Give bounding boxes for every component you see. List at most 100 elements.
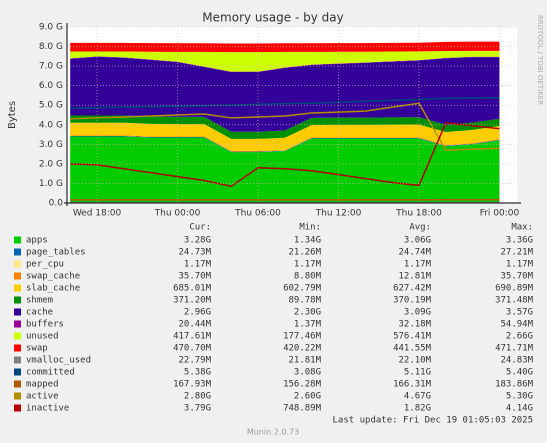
legend-stat: 371.48M (495, 296, 534, 306)
legend-entry: unused (26, 332, 59, 342)
area (70, 41, 500, 53)
legend-swatch (14, 236, 21, 244)
legend-swatch (14, 392, 21, 400)
legend-stat: 1.17M (506, 260, 534, 270)
area (70, 50, 500, 72)
legend-stat: 685.01M (173, 284, 212, 294)
legend-stat: 417.61M (173, 332, 212, 342)
legend-stat: 20.44M (178, 320, 211, 330)
legend-stat: 5.30G (506, 392, 533, 402)
legend-stat: 4.67G (404, 392, 431, 402)
legend-stat: 35.70M (500, 272, 533, 282)
legend-stat: 470.70M (173, 344, 212, 354)
legend-stat: 2.30G (294, 308, 321, 318)
legend-stat: 2.60G (294, 392, 321, 402)
watermark: RRDTOOL / TOBI OETIKER (536, 15, 544, 105)
legend-stat: 2.80G (184, 392, 211, 402)
x-tick-label: Thu 12:00 (315, 209, 362, 219)
legend-swatch (14, 332, 21, 340)
legend-stat: 22.79M (178, 356, 211, 366)
legend-header: Cur: (189, 223, 211, 233)
legend-swatch (14, 272, 21, 280)
legend-stat: 1.34G (294, 236, 321, 246)
legend-stat: 3.09G (404, 308, 431, 318)
legend-stat: 1.17M (184, 260, 212, 270)
legend-entry: swap (26, 344, 48, 354)
legend-swatch (14, 368, 21, 376)
legend-entry: committed (26, 368, 75, 378)
chart-title: Memory usage - by day (202, 11, 343, 25)
legend-entry: buffers (26, 320, 64, 330)
legend-entry: shmem (26, 296, 53, 306)
x-tick-label: Thu 18:00 (395, 209, 442, 219)
legend-stat: 2.96G (184, 308, 211, 318)
legend-entry: inactive (26, 404, 69, 414)
legend-stat: 576.41M (393, 332, 432, 342)
legend-stat: 3.57G (506, 308, 533, 318)
y-tick-label: 2.0 G (39, 159, 63, 169)
y-tick-label: 1.0 G (39, 179, 63, 189)
legend-entry: per_cpu (26, 260, 64, 270)
legend-stat: 12.81M (398, 272, 431, 282)
legend-stat: 3.08G (294, 368, 321, 378)
line (70, 102, 500, 151)
legend-swatch (14, 248, 21, 256)
legend-swatch (14, 344, 21, 352)
legend-stat: 1.37M (294, 320, 322, 330)
legend-stat: 24.74M (398, 248, 431, 258)
legend-stat: 24.83M (500, 356, 533, 366)
line (70, 97, 500, 109)
legend-stat: 89.78M (288, 296, 321, 306)
legend-stat: 166.31M (393, 380, 432, 390)
legend-stat: 370.19M (393, 296, 432, 306)
legend-entry: swap_cache (26, 272, 80, 282)
legend-stat: 156.28M (283, 380, 322, 390)
legend-swatch (14, 380, 21, 388)
legend-stat: 5.40G (506, 368, 533, 378)
legend-stat: 471.71M (495, 344, 534, 354)
legend-stat: 748.89M (283, 404, 322, 414)
legend-stat: 167.93M (173, 380, 212, 390)
legend-entry: active (26, 392, 59, 402)
legend-entry: slab_cache (26, 284, 80, 294)
legend-stat: 22.10M (398, 356, 431, 366)
x-tick-label: Thu 00:00 (154, 209, 201, 219)
legend-stat: 35.70M (178, 272, 211, 282)
legend-swatch (14, 404, 21, 412)
legend-entry: mapped (26, 380, 59, 390)
line (70, 122, 500, 188)
legend-swatch (14, 356, 21, 364)
legend-entry: vmalloc_used (26, 356, 91, 366)
legend-stat: 3.06G (404, 236, 431, 246)
legend-swatch (14, 284, 21, 292)
legend-stat: 5.11G (404, 368, 431, 378)
legend-stat: 627.42M (393, 284, 432, 294)
y-tick-label: 9.0 G (39, 23, 63, 33)
area (70, 115, 500, 139)
legend-stat: 4.14G (506, 404, 533, 414)
y-tick-label: 3.0 G (39, 140, 63, 150)
legend-swatch (14, 320, 21, 328)
x-tick-label: Thu 06:00 (234, 209, 281, 219)
x-tick-label: Fri 00:00 (480, 209, 520, 219)
y-tick-label: 7.0 G (39, 62, 63, 72)
legend-entry: cache (26, 308, 53, 318)
legend-stat: 1.82G (404, 404, 431, 414)
legend-stat: 3.28G (184, 236, 211, 246)
legend-stat: 3.79G (184, 404, 211, 414)
y-tick-label: 6.0 G (39, 81, 63, 91)
legend-stat: 177.46M (283, 332, 322, 342)
legend-entry: page_tables (26, 248, 86, 258)
legend-stat: 21.81M (288, 356, 321, 366)
legend-stat: 24.73M (178, 248, 211, 258)
legend-stat: 420.22M (283, 344, 322, 354)
y-tick-label: 5.0 G (39, 101, 63, 111)
legend-stat: 602.79M (283, 284, 322, 294)
version: Munin 2.0.73 (247, 428, 299, 437)
x-tick-label: Wed 18:00 (73, 209, 122, 219)
legend-header: Min: (299, 223, 321, 233)
legend-stat: 27.21M (500, 248, 533, 258)
legend-stat: 1.17M (404, 260, 432, 270)
y-tick-label: 4.0 G (39, 120, 63, 130)
